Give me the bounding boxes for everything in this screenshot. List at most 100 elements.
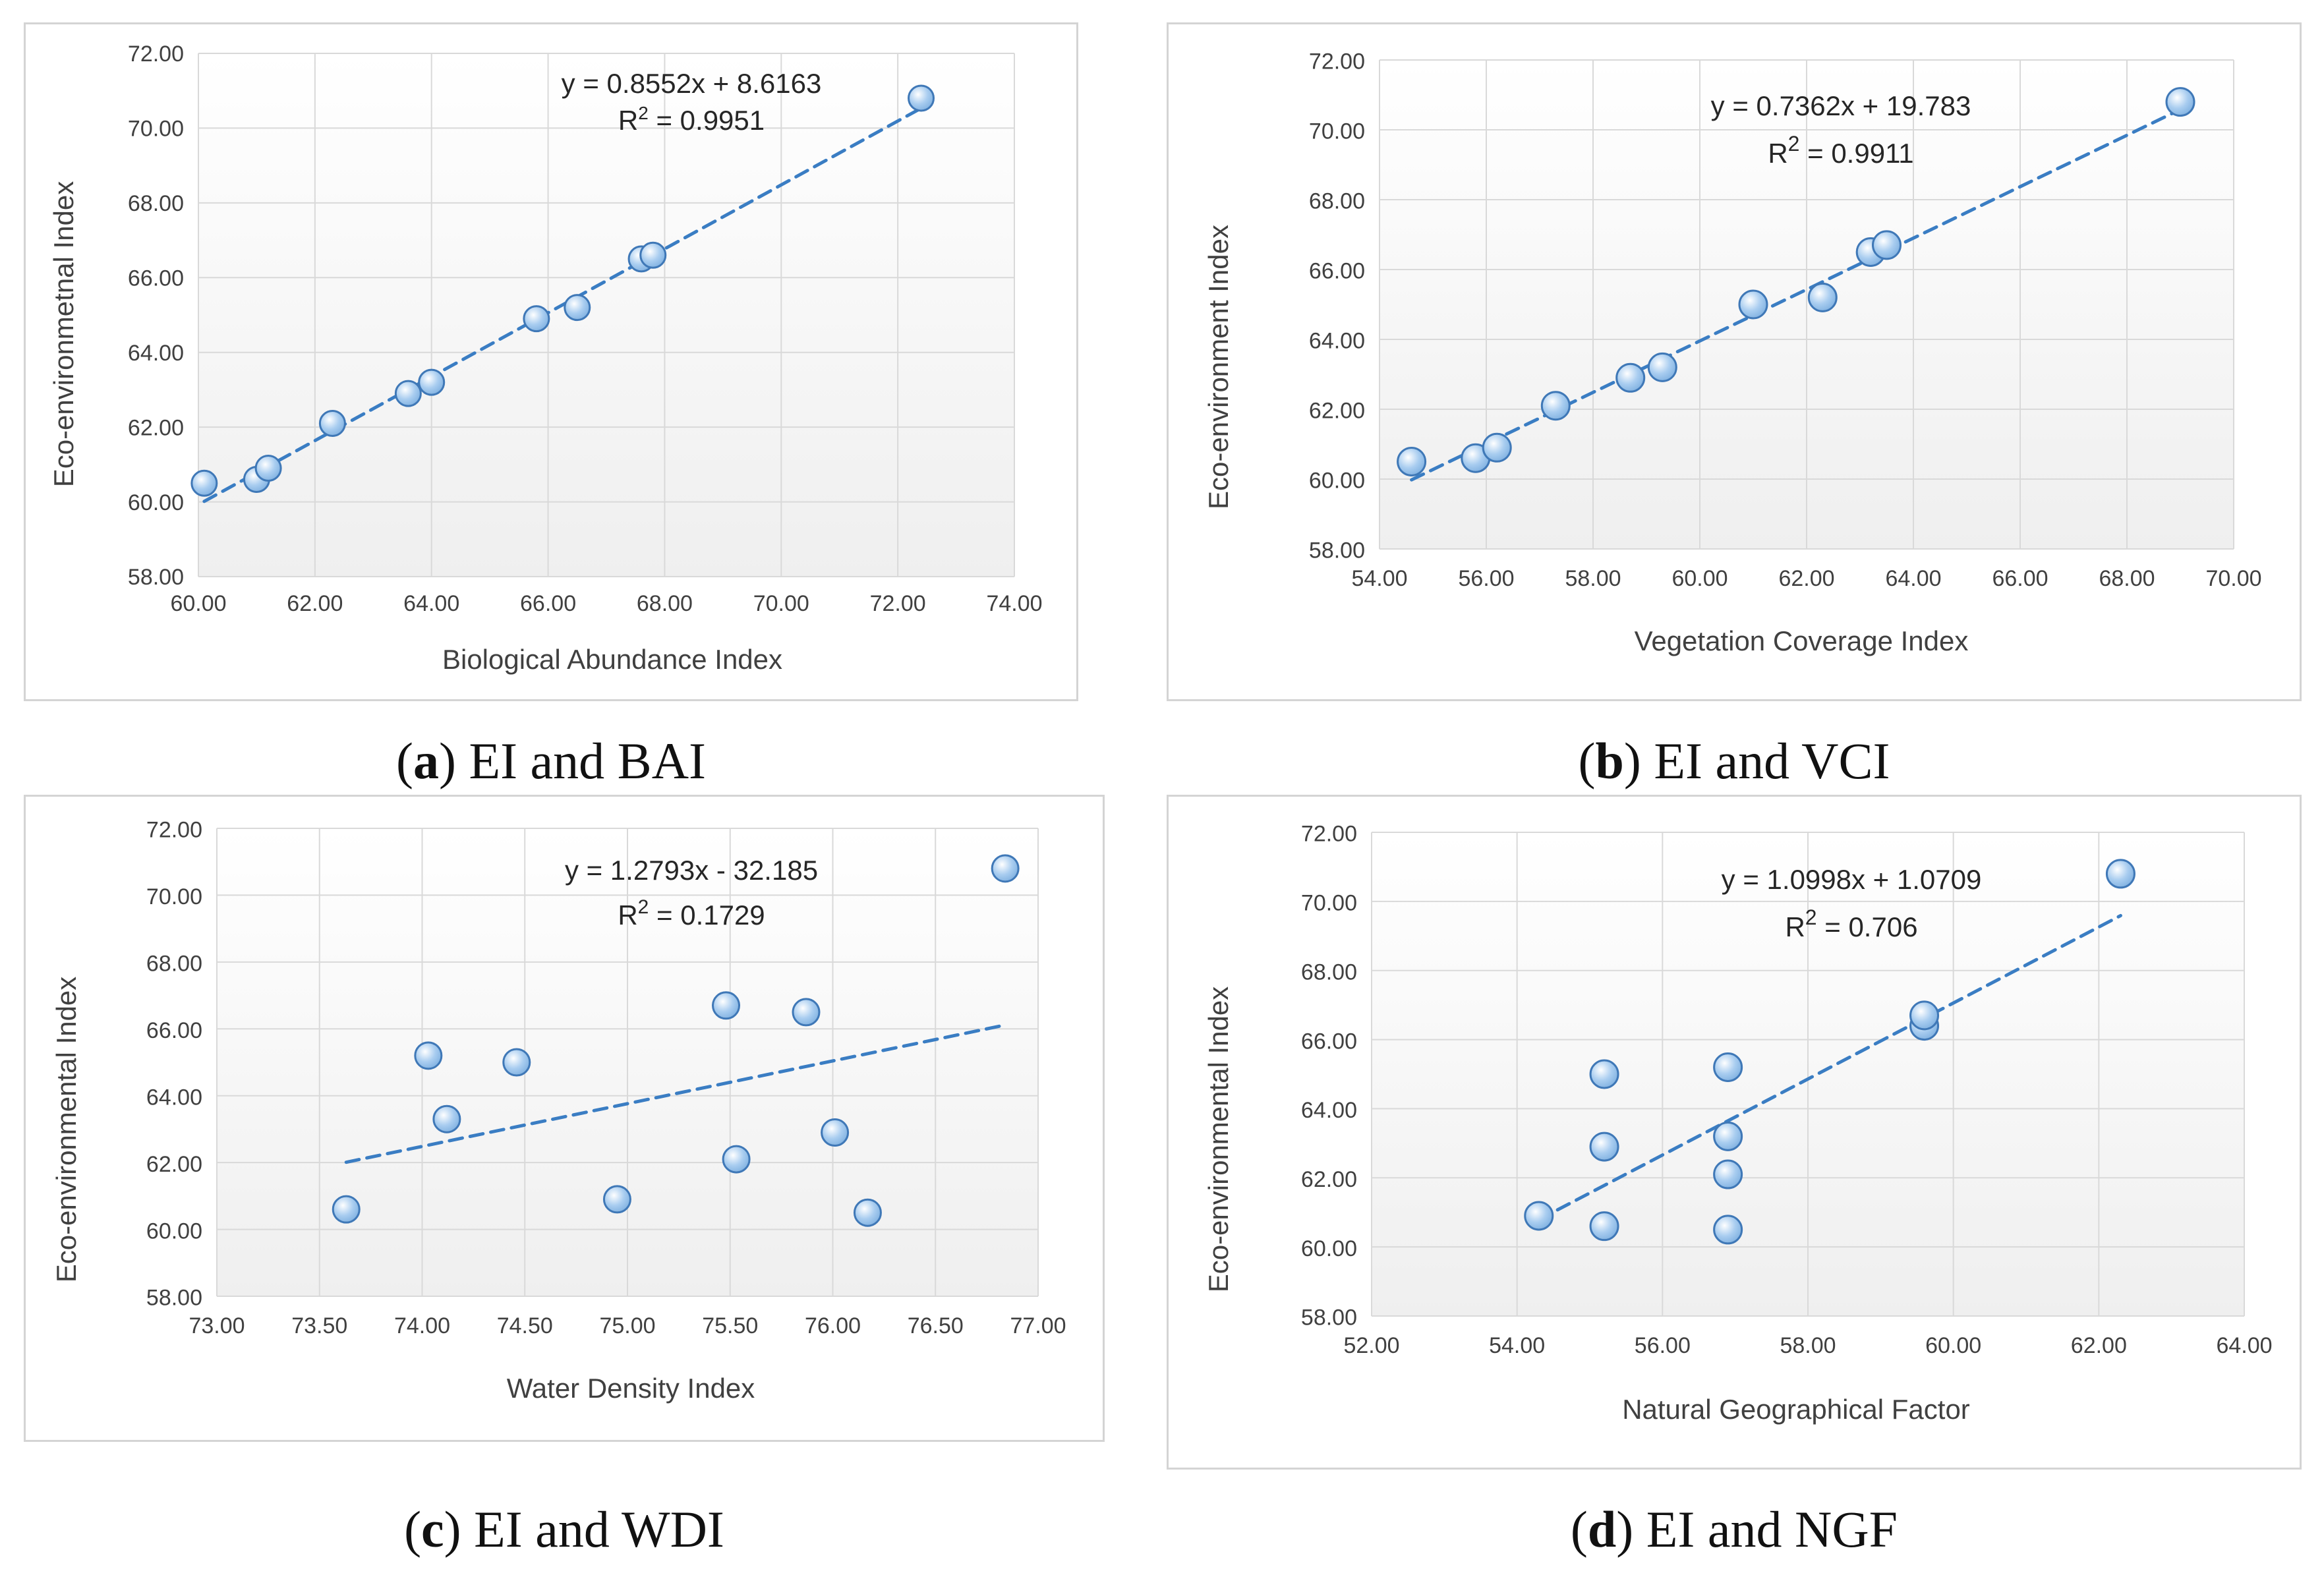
chart-d-points (1524, 859, 2135, 1245)
caption-a-text: EI and BAI (469, 732, 707, 789)
chart-c-svg: 73.00 73.50 74.00 74.50 75.00 75.50 76.00 76.50… (51, 818, 1066, 1404)
chart-c-ytick-label: 62.00 (146, 1152, 202, 1177)
chart-d-ytick-label: 58.00 (1301, 1305, 1357, 1331)
chart-c-xtick-label: 77.00 (1010, 1313, 1066, 1338)
chart-a-trend (202, 106, 923, 503)
chart-a-trendline (202, 106, 923, 503)
chart-a-xtick-label: 72.00 (870, 591, 926, 616)
chart-b-ytick-label: 60.00 (1309, 469, 1365, 494)
chart-b-xtick-label: 68.00 (2099, 566, 2155, 591)
chart-b-xtick-label: 58.00 (1565, 566, 1621, 591)
panel-d: 52.00 54.00 56.00 58.00 60.00 62.00 64.00 58.00… (1167, 795, 2302, 1566)
chart-b-xtick-label: 66.00 (1992, 566, 2048, 591)
chart-d-frame: 52.00 54.00 56.00 58.00 60.00 62.00 64.00 58.00… (1167, 795, 2302, 1470)
chart-a-ytick-label: 62.00 (128, 415, 184, 440)
chart-b-ytick-label: 70.00 (1309, 119, 1365, 144)
chart-a-ytick-label: 66.00 (128, 266, 184, 291)
chart-c-point (722, 1145, 751, 1174)
chart-a-point (190, 469, 218, 497)
chart-c-xtick-label: 74.00 (394, 1313, 450, 1338)
chart-b-ytick-label: 58.00 (1309, 538, 1365, 563)
chart-a-point (418, 368, 446, 396)
caption-a-letter: a (413, 732, 439, 789)
chart-a-point (908, 84, 935, 112)
chart-c-points (332, 854, 1020, 1227)
chart-d-xtick-label: 54.00 (1489, 1333, 1545, 1358)
chart-a-xtick-label: 68.00 (637, 591, 693, 616)
chart-a-ytick-label: 68.00 (128, 191, 184, 216)
chart-d-ytick-label: 62.00 (1301, 1167, 1357, 1192)
chart-a-xtick-label: 60.00 (170, 591, 226, 616)
chart-d-xtick-label: 58.00 (1780, 1333, 1836, 1358)
chart-c-ytick-label: 66.00 (146, 1018, 202, 1043)
chart-a-ytick-label: 58.00 (128, 565, 184, 590)
chart-c-r2: R2 = 0.1729 (618, 896, 765, 931)
chart-b-gridlines (1379, 59, 2234, 550)
chart-c-trend (344, 1023, 1007, 1164)
chart-c-point (332, 1195, 361, 1224)
chart-d-ticks: 52.00 54.00 56.00 58.00 60.00 62.00 64.00 58.00… (1301, 822, 2273, 1358)
chart-d-ytick-label: 72.00 (1301, 822, 1357, 847)
chart-d-point (1713, 1215, 1743, 1245)
chart-d-ylabel: Eco-environmental Index (1203, 987, 1234, 1293)
chart-b-xtick-label: 62.00 (1778, 566, 1834, 591)
chart-d-point (2105, 859, 2135, 889)
chart-c-point (853, 1198, 882, 1227)
chart-a-plot-area (198, 53, 1014, 577)
chart-a-equation: y = 0.8552x + 8.6163 (562, 68, 822, 99)
chart-c-point (821, 1118, 850, 1147)
chart-d-point (1589, 1059, 1619, 1089)
chart-c-xtick-label: 75.00 (599, 1313, 655, 1338)
chart-c-point (602, 1185, 631, 1214)
chart-d-xtick-label: 52.00 (1343, 1333, 1399, 1358)
chart-c-ytick-label: 72.00 (146, 818, 202, 843)
chart-b-point (1647, 352, 1677, 382)
chart-b-ytick-label: 66.00 (1309, 259, 1365, 284)
chart-c-point (792, 998, 821, 1027)
chart-b-xtick-label: 70.00 (2205, 566, 2261, 591)
chart-d-trend (1537, 913, 2122, 1222)
chart-c-xtick-label: 73.00 (189, 1313, 245, 1338)
chart-d-point (1589, 1211, 1619, 1242)
chart-a-point (318, 409, 346, 437)
chart-c-point (991, 854, 1020, 883)
chart-a-ylabel: Eco-environmetnal Index (48, 181, 79, 488)
chart-b-xlabel: Vegetation Coverage Index (1635, 625, 1969, 656)
chart-d-r2-value: = 0.706 (1817, 911, 1918, 942)
chart-c-xtick-label: 74.50 (497, 1313, 553, 1338)
chart-b-point (1615, 362, 1646, 393)
chart-d-xtick-label: 60.00 (1925, 1333, 1981, 1358)
chart-b-point (1482, 432, 1512, 463)
chart-b-point (1872, 230, 1902, 260)
chart-a-xtick-label: 66.00 (520, 591, 576, 616)
chart-a-gridlines (198, 53, 1015, 577)
chart-b-point (1807, 282, 1838, 312)
chart-b-points (1397, 87, 2195, 476)
chart-c-gridlines (216, 828, 1039, 1297)
chart-a-xtick-label: 64.00 (403, 591, 459, 616)
chart-b-xtick-label: 60.00 (1671, 566, 1728, 591)
chart-c-ytick-label: 60.00 (146, 1218, 202, 1244)
chart-b-r2-label: R (1768, 138, 1787, 169)
chart-d-point (1589, 1131, 1619, 1162)
chart-a-r2: R2 = 0.9951 (618, 103, 765, 136)
chart-d-ytick-label: 64.00 (1301, 1098, 1357, 1123)
chart-c-r2-label: R (618, 900, 637, 931)
chart-c-trendline (344, 1023, 1007, 1164)
caption-b: (b) EI and VCI (1578, 732, 1890, 789)
chart-c-ytick-label: 70.00 (146, 884, 202, 909)
chart-a-ticks: 60.00 62.00 64.00 66.00 68.00 70.00 72.00 74.00… (128, 42, 1043, 616)
chart-c-ytick-label: 58.00 (146, 1286, 202, 1311)
chart-c-r2-value: = 0.1729 (649, 900, 765, 931)
chart-a-r2-value: = 0.9951 (649, 105, 765, 136)
chart-d-xtick-label: 64.00 (2216, 1333, 2272, 1358)
chart-d-xtick-label: 62.00 (2071, 1333, 2127, 1358)
chart-b-xtick-label: 54.00 (1351, 566, 1407, 591)
chart-a-point (523, 305, 550, 333)
chart-a-xtick-label: 62.00 (287, 591, 343, 616)
chart-b-svg: 54.00 56.00 58.00 60.00 62.00 64.00 66.00 68.00… (1203, 49, 2262, 656)
chart-b-ticks: 54.00 56.00 58.00 60.00 62.00 64.00 66.00 68.00… (1309, 49, 2262, 591)
chart-b-ytick-label: 72.00 (1309, 49, 1365, 74)
chart-d-ytick-label: 70.00 (1301, 891, 1357, 916)
chart-b-ytick-label: 62.00 (1309, 399, 1365, 424)
